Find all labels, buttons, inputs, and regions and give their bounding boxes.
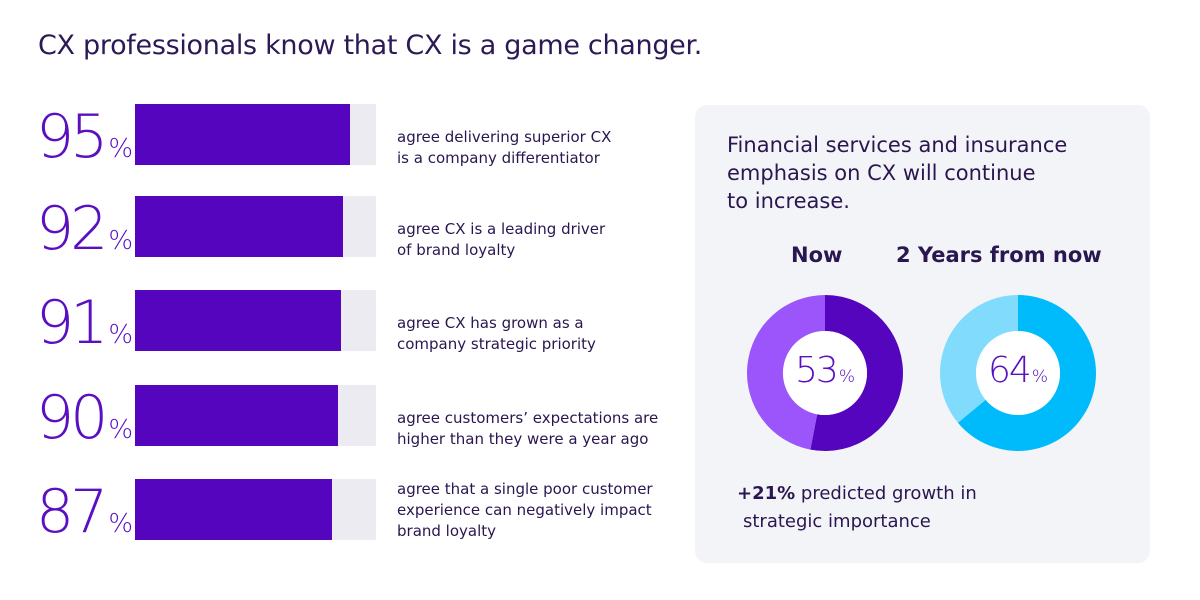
bar-row: 90% agree customers’ expectations are high… (0, 385, 690, 450)
growth-text-2: strategic importance (743, 511, 931, 532)
description-line: higher than they were a year ago (397, 430, 649, 448)
donut-charts (746, 295, 1096, 452)
bar-value-label: 95% (36, 102, 134, 172)
bar-track (135, 290, 376, 351)
donut-hole (783, 331, 867, 415)
description-line: is a company differentiator (397, 149, 600, 167)
bar-value-label: 90% (36, 383, 134, 453)
page-title: CX professionals know that CX is a game … (38, 30, 703, 61)
bar-track (135, 479, 376, 540)
description-line: agree customers’ expectations are (397, 409, 659, 427)
donut-panel: Financial services and insurance emphasis… (695, 105, 1150, 563)
bar-fill (135, 290, 341, 351)
donut-label-2-years: 2 Years from now (896, 243, 1102, 267)
description-line: agree delivering superior CX (397, 128, 612, 146)
bar-track (135, 104, 376, 165)
bar-value-label: 91% (36, 288, 134, 358)
description-line: company strategic priority (397, 335, 596, 353)
donut-center-value: 53% (795, 350, 855, 391)
bar-fill (135, 479, 332, 540)
donut-slice-rest (940, 295, 1018, 423)
panel-title-line: Financial services and insurance (727, 133, 1068, 157)
panel-title-line: emphasis on CX will continue (727, 161, 1036, 185)
description-line: agree CX has grown as a (397, 314, 584, 332)
panel-title-line: to increase. (727, 189, 850, 213)
bar-row: 91% agree CX has grown as a company strate… (0, 290, 690, 355)
bar-description: agree that a single poor customer experie… (397, 479, 687, 542)
bar-fill (135, 196, 343, 257)
bar-fill (135, 104, 350, 165)
donut-slice-value (957, 295, 1096, 451)
description-line: of brand loyalty (397, 241, 516, 259)
description-line: agree that a single poor customer (397, 480, 653, 498)
bar-description: agree CX is a leading driver of brand loy… (397, 219, 687, 261)
bar-description: agree delivering superior CX is a company… (397, 127, 687, 169)
bar-track (135, 385, 376, 446)
description-line: experience can negatively impact (397, 501, 652, 519)
donut-slice-value (810, 295, 903, 452)
bar-value-label: 92% (36, 194, 134, 264)
growth-text-1: predicted growth in (795, 483, 977, 504)
bar-track (135, 196, 376, 257)
description-line: agree CX is a leading driver (397, 220, 606, 238)
bar-row: 87% agree that a single poor customer expe… (0, 479, 690, 543)
bar-value-label: 87% (36, 477, 134, 547)
donut-slice-rest (746, 295, 825, 450)
bar-fill (135, 385, 339, 446)
growth-annotation: +21% predicted growth in strategic impor… (737, 480, 1037, 536)
donut-hole (976, 331, 1060, 415)
donut-center-value: 64% (988, 350, 1048, 391)
donut-label-now: Now (791, 243, 843, 267)
bar-row: 92% agree CX is a leading driver of brand … (0, 196, 690, 261)
bar-description: agree customers’ expectations are higher … (397, 408, 687, 450)
bar-description: agree CX has grown as a company strategic… (397, 313, 687, 355)
growth-value: +21% (737, 483, 796, 504)
panel-title: Financial services and insurance emphasis… (727, 131, 1087, 215)
bar-row: 95% agree delivering superior CX is a comp… (0, 104, 690, 169)
description-line: brand loyalty (397, 522, 497, 540)
